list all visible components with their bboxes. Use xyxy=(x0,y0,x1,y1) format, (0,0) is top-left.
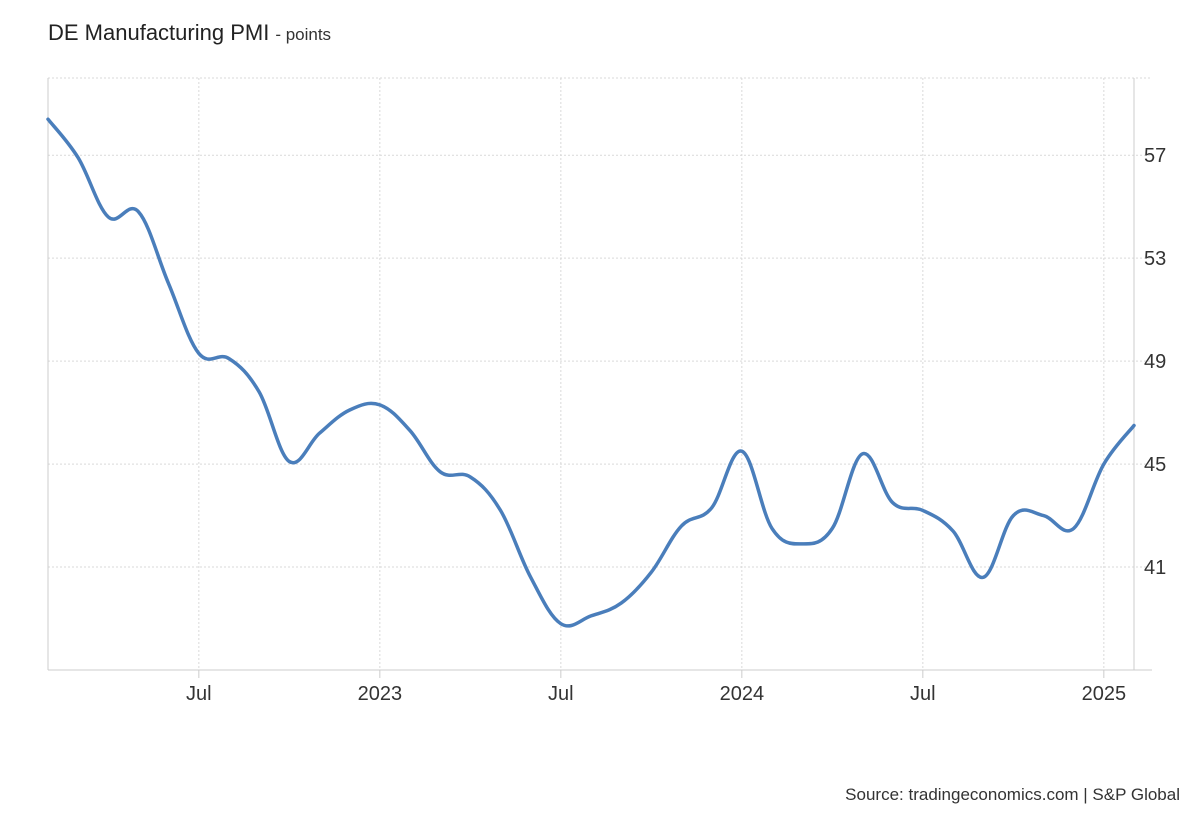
x-tick-label: Jul xyxy=(548,683,574,705)
y-tick-label: 53 xyxy=(1144,248,1166,270)
x-tick-label: 2023 xyxy=(358,683,403,705)
chart-title: DE Manufacturing PMI xyxy=(48,20,270,45)
y-tick-label: 49 xyxy=(1144,351,1166,373)
chart-unit: - points xyxy=(275,25,332,44)
source-credit: Source: tradingeconomics.com | S&P Globa… xyxy=(845,785,1180,804)
x-tick-label: 2025 xyxy=(1082,683,1127,705)
series-line xyxy=(46,117,1136,628)
x-tick-label: Jul xyxy=(186,683,212,705)
x-tick-label: Jul xyxy=(910,683,936,705)
y-tick-label: 57 xyxy=(1144,145,1166,167)
y-tick-label: 45 xyxy=(1144,454,1166,476)
chart-title-block: DE Manufacturing PMI - points xyxy=(48,20,331,46)
x-tick-label: 2024 xyxy=(720,683,765,705)
y-tick-label: 41 xyxy=(1144,557,1166,579)
